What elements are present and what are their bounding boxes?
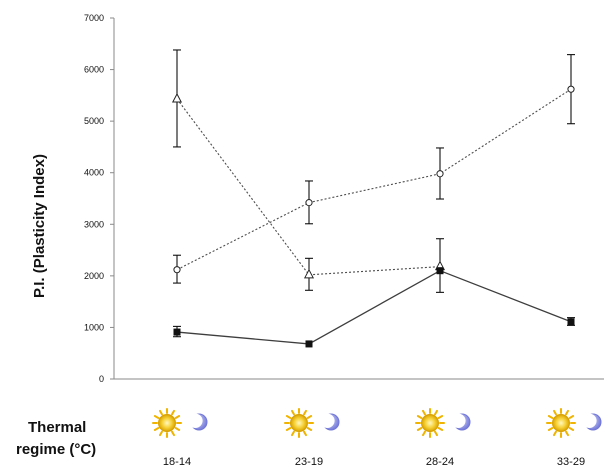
sun-ray (306, 415, 313, 419)
markers (171, 85, 575, 348)
moon-icon (320, 413, 340, 431)
series-line (176, 269, 572, 345)
square-marker (567, 318, 575, 326)
sun-ray (565, 430, 569, 437)
sun-ray (303, 409, 307, 416)
moon-highlight (199, 418, 202, 420)
sun-ray (437, 415, 444, 419)
circle-marker (305, 199, 313, 207)
square-marker (305, 340, 313, 348)
sun-ray (285, 427, 292, 431)
moon-icon (188, 413, 208, 431)
sun-disc (421, 414, 439, 432)
y-tick-label: 7000 (84, 13, 104, 23)
x-category-label: 23-19 (295, 456, 323, 468)
y-tick-label: 6000 (84, 65, 104, 75)
sun-ray (171, 409, 175, 416)
sun-ray (416, 427, 423, 431)
thermal-regime-label-line-1: Thermal (28, 419, 86, 436)
sun-ray (434, 409, 438, 416)
sun-ray (568, 415, 575, 419)
moon-icon (451, 413, 471, 431)
sun-ray (437, 427, 444, 431)
y-tick-label: 0 (99, 374, 104, 384)
y-tick-label: 4000 (84, 168, 104, 178)
x-category-label: 28-24 (426, 456, 454, 468)
sun-ray (153, 415, 160, 419)
sun-ray (547, 415, 554, 419)
square-marker (173, 328, 181, 336)
thermal-regime-icons (152, 408, 602, 438)
sun-ray (159, 409, 163, 416)
moon-cutout (188, 413, 203, 428)
error-bars (173, 49, 575, 338)
x-category-label: 18-14 (163, 456, 191, 468)
sun-ray (285, 415, 292, 419)
square-marker (436, 267, 444, 275)
sun-ray (174, 415, 181, 419)
triangle-marker (171, 92, 183, 103)
sun-icon (152, 408, 182, 438)
y-tick-label: 1000 (84, 322, 104, 332)
y-tick-label: 2000 (84, 271, 104, 281)
sun-ray (171, 430, 175, 437)
moon-cutout (451, 413, 466, 428)
sun-ray (416, 415, 423, 419)
moon-highlight (462, 418, 465, 420)
circle-marker (567, 85, 575, 93)
y-axis-label: P.I. (Plasticity Index) (31, 154, 48, 298)
series-line (176, 88, 572, 271)
y-tick-label: 5000 (84, 116, 104, 126)
series-layer (176, 88, 572, 345)
moon-highlight (593, 418, 596, 420)
sun-disc (158, 414, 176, 432)
sun-ray (303, 430, 307, 437)
y-tick-label: 3000 (84, 219, 104, 229)
sun-icon (546, 408, 576, 438)
thermal-regime-icon-group (415, 408, 471, 438)
sun-ray (422, 430, 426, 437)
circle-marker (173, 266, 181, 274)
sun-ray (434, 430, 438, 437)
triangle-marker (303, 268, 315, 279)
sun-ray (553, 409, 557, 416)
sun-ray (547, 427, 554, 431)
thermal-regime-icon-group (284, 408, 340, 438)
sun-ray (291, 409, 295, 416)
thermal-regime-icon-group (152, 408, 208, 438)
sun-ray (159, 430, 163, 437)
sun-ray (568, 427, 575, 431)
circle-marker (436, 170, 444, 178)
moon-highlight (331, 418, 334, 420)
moon-icon (582, 413, 602, 431)
sun-disc (290, 414, 308, 432)
moon-cutout (320, 413, 335, 428)
sun-ray (553, 430, 557, 437)
sun-icon (284, 408, 314, 438)
series-line (176, 98, 441, 276)
moon-cutout (582, 413, 597, 428)
sun-ray (422, 409, 426, 416)
sun-ray (306, 427, 313, 431)
thermal-regime-icon-group (546, 408, 602, 438)
sun-ray (174, 427, 181, 431)
x-category-label: 33-29 (557, 456, 585, 468)
sun-icon (415, 408, 445, 438)
axes: 0 1000 2000 3000 4000 5000 6000 7000 18-14 23-19 2… (84, 13, 604, 468)
sun-ray (153, 427, 160, 431)
sun-ray (291, 430, 295, 437)
sun-disc (552, 414, 570, 432)
thermal-regime-label-line-2: regime (°C) (16, 441, 96, 458)
sun-ray (565, 409, 569, 416)
